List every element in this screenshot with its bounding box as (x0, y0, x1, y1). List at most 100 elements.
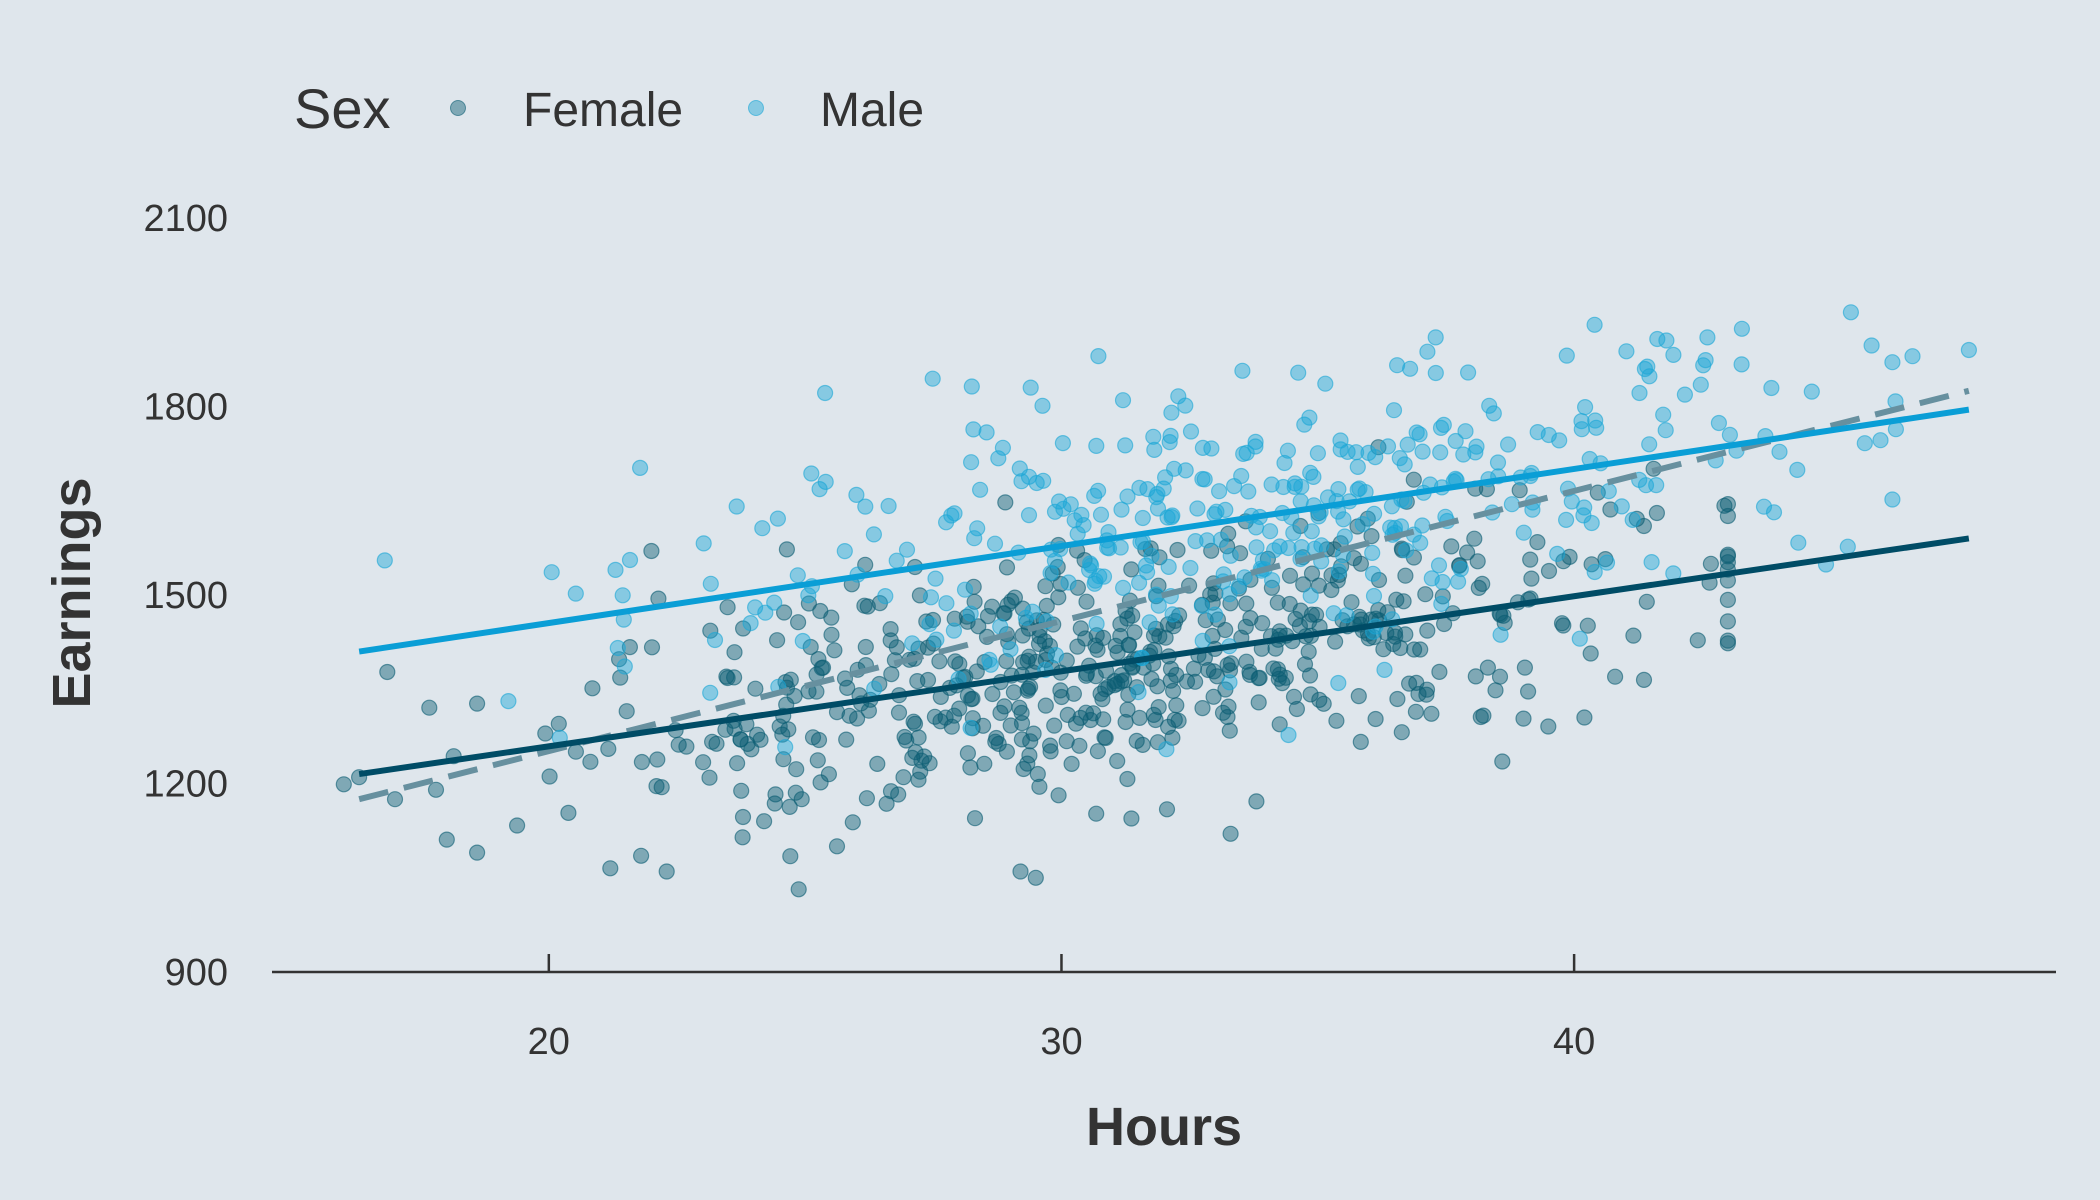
data-point (1349, 458, 1366, 475)
legend-label-male: Male (820, 84, 924, 137)
data-point (976, 755, 993, 772)
data-point (1029, 765, 1046, 783)
data-point (708, 735, 725, 752)
data-point (1397, 567, 1414, 584)
data-point (1842, 304, 1860, 321)
data-point (633, 753, 651, 771)
legend-title: Sex (294, 77, 391, 140)
data-point (1160, 558, 1177, 576)
data-point (643, 639, 661, 656)
data-point (733, 782, 750, 799)
data-point (1005, 684, 1023, 701)
data-point (1579, 617, 1596, 634)
data-point (702, 622, 719, 639)
data-point (1041, 737, 1059, 754)
data-point (701, 769, 718, 786)
data-point (1376, 661, 1393, 679)
data-point (1600, 483, 1617, 500)
data-point (1143, 670, 1160, 688)
data-point (922, 589, 940, 606)
data-point (858, 790, 876, 807)
data-point (1311, 691, 1328, 709)
data-point (1676, 386, 1694, 403)
data-point (1459, 364, 1477, 381)
x-tick-label: 40 (1553, 1021, 1595, 1063)
data-point (541, 768, 558, 785)
data-point (1330, 481, 1347, 498)
data-point (1162, 660, 1180, 678)
data-point (1238, 653, 1255, 670)
data-point (1643, 553, 1660, 571)
data-point (1187, 532, 1204, 550)
data-point (1038, 597, 1055, 615)
data-point (1325, 605, 1342, 622)
x-tick-label: 30 (1040, 1021, 1082, 1063)
data-point (1072, 709, 1089, 727)
data-point (1063, 755, 1080, 773)
data-point (1031, 778, 1048, 795)
data-point (880, 497, 897, 515)
data-point (1238, 595, 1255, 612)
data-point (1557, 511, 1575, 529)
data-point (1046, 503, 1064, 520)
data-point (1146, 441, 1163, 458)
data-point (1013, 704, 1030, 722)
data-point (1618, 343, 1635, 360)
data-point (1335, 511, 1352, 528)
data-point (898, 541, 916, 558)
data-point (1050, 589, 1067, 606)
data-point (1755, 498, 1773, 515)
data-point (966, 530, 983, 547)
data-point (1020, 506, 1038, 524)
data-point (1131, 709, 1148, 727)
data-point (1114, 392, 1132, 409)
data-point (1178, 673, 1196, 690)
data-point (1515, 710, 1532, 727)
data-point (1091, 568, 1108, 585)
data-point (1489, 454, 1507, 471)
data-point (1301, 667, 1319, 684)
data-point (921, 615, 938, 633)
data-point (602, 860, 619, 877)
data-point (1218, 538, 1236, 555)
data-point (1198, 532, 1216, 549)
data-point (1114, 579, 1132, 597)
data-point (1721, 426, 1739, 443)
data-point (1665, 346, 1682, 363)
data-point (1455, 446, 1472, 463)
data-point (782, 848, 799, 865)
data-point (820, 766, 838, 783)
data-point (1658, 332, 1675, 349)
data-point (896, 728, 913, 746)
y-tick-label: 1200 (143, 764, 228, 806)
data-point (963, 378, 980, 395)
data-point (1435, 416, 1452, 433)
data-point (616, 658, 633, 675)
data-point (1302, 686, 1319, 703)
data-point (945, 707, 963, 724)
data-point (537, 725, 554, 742)
data-point (1149, 500, 1167, 517)
data-point (1466, 530, 1483, 547)
data-point (1443, 538, 1460, 555)
data-point (376, 552, 393, 569)
data-point (1447, 432, 1464, 450)
data-point (1106, 677, 1123, 694)
legend-label-female: Female (523, 84, 683, 137)
data-point (1300, 643, 1317, 660)
data-point (1702, 555, 1720, 572)
data-point (1719, 591, 1737, 609)
y-axis-title: Earnings (42, 477, 102, 708)
data-point (1123, 561, 1140, 578)
data-point (1763, 379, 1780, 397)
data-point (1089, 743, 1107, 760)
data-point (1090, 348, 1107, 365)
data-point (1203, 542, 1220, 559)
data-point (1470, 579, 1487, 597)
y-tick-label: 1500 (143, 575, 228, 617)
data-point (971, 481, 989, 498)
data-point (1034, 397, 1051, 414)
data-point (984, 685, 1001, 703)
data-point (1203, 440, 1220, 457)
data-point (1193, 597, 1211, 615)
